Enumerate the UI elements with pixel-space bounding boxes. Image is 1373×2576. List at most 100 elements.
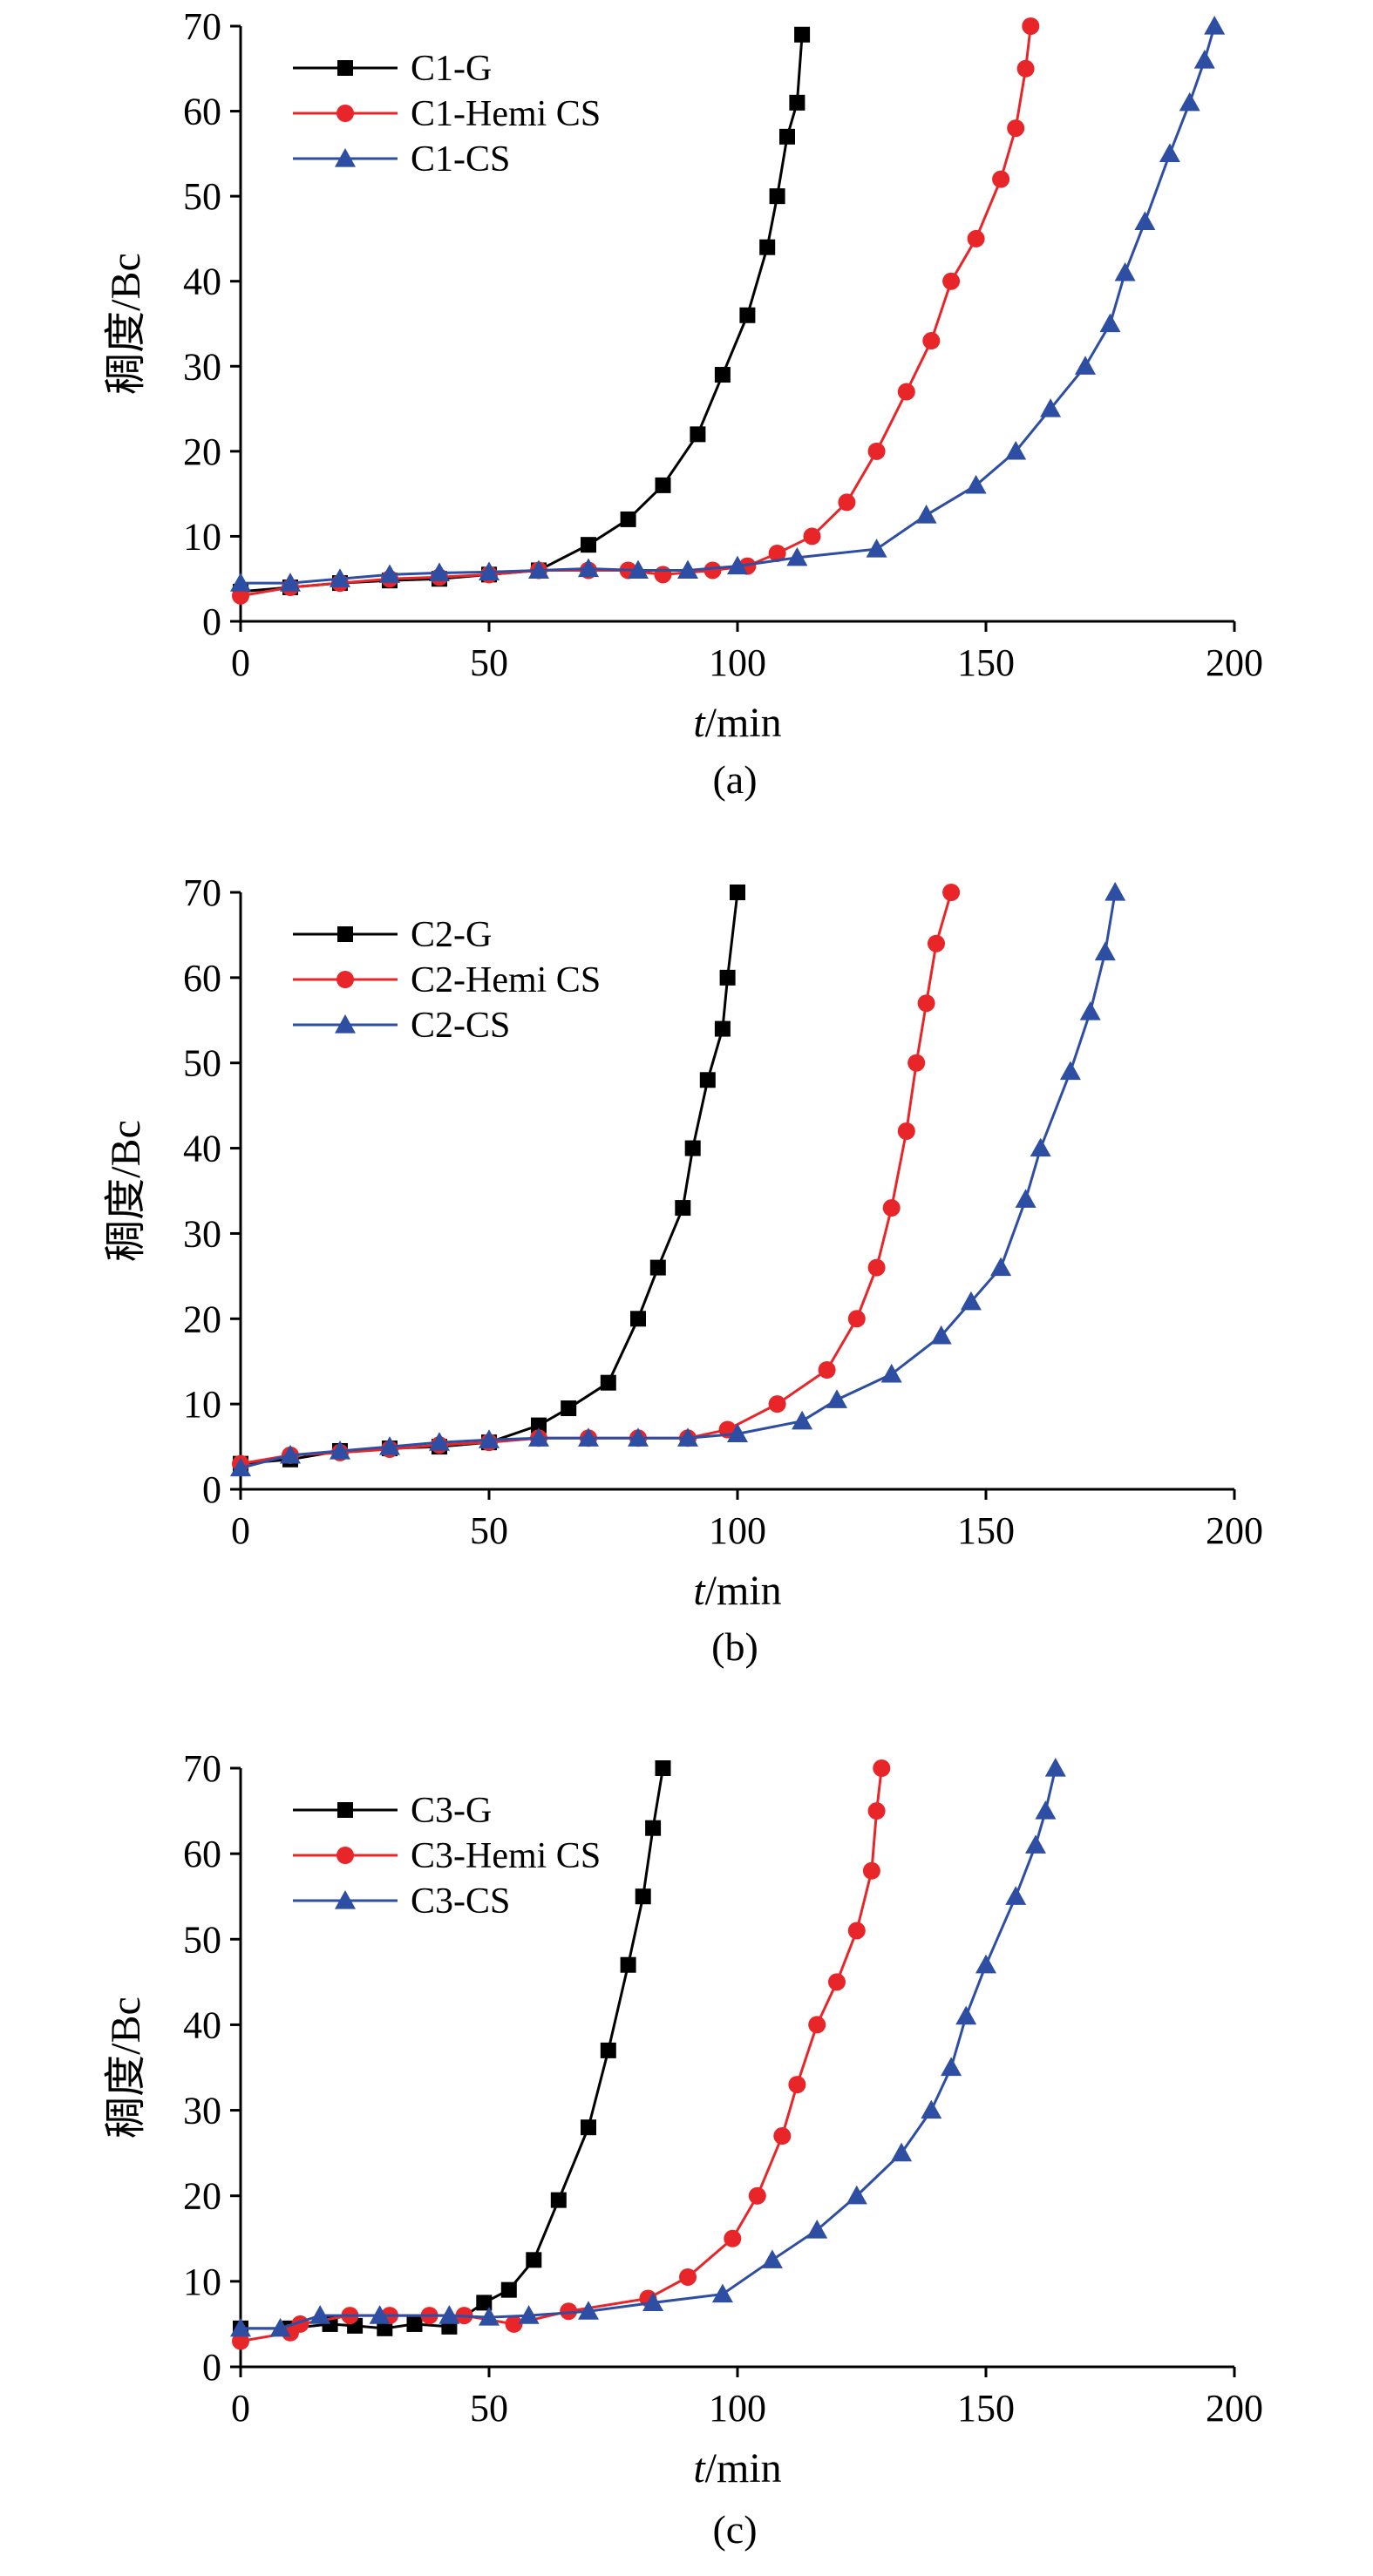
data-point-C1-G	[759, 239, 776, 255]
data-point-C1-Hemi CS	[803, 527, 821, 546]
data-point-C3-CS	[1035, 1800, 1057, 1820]
data-point-C3-CS	[1005, 1886, 1027, 1905]
data-point-C1-CS	[280, 573, 301, 592]
data-point-C2-Hemi CS	[928, 934, 945, 952]
data-point-C2-CS	[230, 1457, 251, 1477]
data-point-C1-Hemi CS	[1007, 119, 1025, 138]
data-point-C2-Hemi CS	[907, 1054, 926, 1072]
x-tick-label: 0	[231, 2387, 250, 2430]
x-axis-title-unit: /min	[705, 700, 782, 746]
data-point-C2-CS	[1079, 1001, 1101, 1020]
legend: C1-G C1-Hemi CS C1-CS	[293, 49, 601, 180]
data-point-C3-CS	[846, 2185, 867, 2205]
data-point-C1-CS	[1134, 211, 1156, 231]
data-point-C2-CS	[1059, 1061, 1081, 1081]
data-point-C1-CS	[1075, 356, 1096, 375]
y-tick-label: 10	[183, 515, 221, 558]
y-tick-label: 40	[183, 261, 221, 303]
data-point-C2-Hemi CS	[917, 994, 935, 1013]
chart-panel-1: 0 10 20 30 40 50 60 70 0 50 100 150 200 t/min 稠度/Bc (a)…	[103, 5, 1263, 802]
x-tick-label: 150	[957, 1509, 1015, 1552]
x-tick-label: 0	[231, 1509, 250, 1552]
y-tick-label: 0	[202, 1468, 221, 1511]
data-point-C1-Hemi CS	[1022, 17, 1040, 35]
legend-label: C2-CS	[411, 1006, 510, 1046]
data-point-C1-G	[739, 307, 756, 323]
y-axis-title: 稠度/Bc	[103, 253, 149, 395]
panel-caption: (b)	[711, 1624, 758, 1669]
data-point-C2-G	[649, 1259, 666, 1276]
series-line-C1-CS	[241, 25, 1216, 585]
data-point-C1-CS	[230, 573, 251, 592]
data-point-C3-G	[635, 1888, 651, 1905]
data-point-C2-G	[675, 1200, 691, 1217]
data-point-C2-CS	[826, 1389, 847, 1408]
data-point-C1-Hemi CS	[654, 566, 672, 584]
y-axis-title: 稠度/Bc	[103, 1996, 149, 2139]
data-point-C2-G	[714, 1020, 731, 1037]
x-axis-title-unit: /min	[705, 2445, 782, 2491]
data-point-C3-CS	[921, 2099, 942, 2119]
data-point-C2-Hemi CS	[768, 1395, 786, 1413]
data-point-C1-CS	[1193, 50, 1215, 69]
data-point-C1-G	[655, 477, 671, 493]
data-point-C3-CS	[369, 2305, 391, 2324]
data-point-C3-CS	[806, 2219, 828, 2239]
y-tick-label: 60	[183, 91, 221, 133]
data-point-C3-Hemi CS	[232, 2332, 249, 2350]
x-axis-title-unit: /min	[705, 1568, 782, 1614]
x-axis-title: t/min	[693, 700, 781, 746]
data-point-C2-Hemi CS	[897, 1122, 915, 1140]
data-point-C3-Hemi CS	[748, 2186, 766, 2205]
data-point-C2-G	[684, 1140, 701, 1156]
data-point-C3-CS	[1025, 1834, 1046, 1854]
data-point-C1-CS	[965, 474, 987, 494]
data-point-C2-CS	[280, 1444, 301, 1464]
data-point-C1-CS	[1005, 440, 1027, 460]
legend: C3-G C3-Hemi CS C3-CS	[293, 1791, 601, 1922]
data-point-C1-Hemi CS	[897, 383, 915, 401]
legend-marker-C1-CS	[335, 148, 356, 167]
data-point-C2-G	[561, 1400, 577, 1417]
data-point-C1-CS	[628, 559, 649, 580]
data-point-C3-G	[620, 1956, 636, 1973]
data-point-C1-G	[714, 367, 731, 383]
data-point-C2-CS	[1030, 1137, 1051, 1157]
data-point-C3-Hemi CS	[679, 2268, 697, 2286]
data-point-C1-CS	[1040, 398, 1062, 417]
legend-marker-C1-Hemi CS	[336, 105, 354, 122]
legend-marker-C3-G	[337, 1802, 353, 1818]
data-point-C3-Hemi CS	[808, 2016, 826, 2034]
plot-area	[230, 1758, 1066, 2350]
data-point-C3-Hemi CS	[873, 1759, 891, 1777]
x-tick-label: 50	[470, 641, 508, 684]
y-tick-label: 70	[183, 871, 221, 914]
data-point-C2-CS	[792, 1410, 813, 1430]
x-axis-title: t/min	[693, 2445, 781, 2491]
panel-caption: (c)	[712, 2507, 757, 2552]
legend-label: C1-G	[411, 49, 492, 89]
y-tick-label: 60	[183, 957, 221, 1000]
data-point-C1-CS	[727, 555, 748, 575]
y-tick-label: 50	[183, 175, 221, 218]
data-point-C3-Hemi CS	[867, 1802, 886, 1820]
data-point-C2-CS	[528, 1427, 549, 1447]
data-point-C1-Hemi CS	[967, 229, 985, 247]
x-axis-title-variable: t	[693, 1568, 706, 1614]
data-point-C3-Hemi CS	[560, 2302, 578, 2321]
series-line-C3-CS	[241, 1767, 1057, 2330]
x-tick-label: 200	[1206, 641, 1263, 684]
x-tick-label: 100	[709, 2387, 766, 2430]
data-point-C1-Hemi CS	[1016, 59, 1035, 78]
data-point-C1-CS	[578, 558, 599, 578]
data-point-C3-Hemi CS	[788, 2076, 806, 2094]
data-point-C2-CS	[880, 1363, 902, 1383]
data-point-C1-CS	[330, 568, 350, 587]
y-tick-label: 20	[183, 2175, 221, 2218]
y-tick-label: 20	[183, 1298, 221, 1340]
data-point-C1-CS	[1204, 16, 1226, 35]
data-point-C2-CS	[960, 1291, 982, 1311]
x-tick-label: 100	[709, 641, 766, 684]
data-point-C3-CS	[518, 2305, 540, 2324]
